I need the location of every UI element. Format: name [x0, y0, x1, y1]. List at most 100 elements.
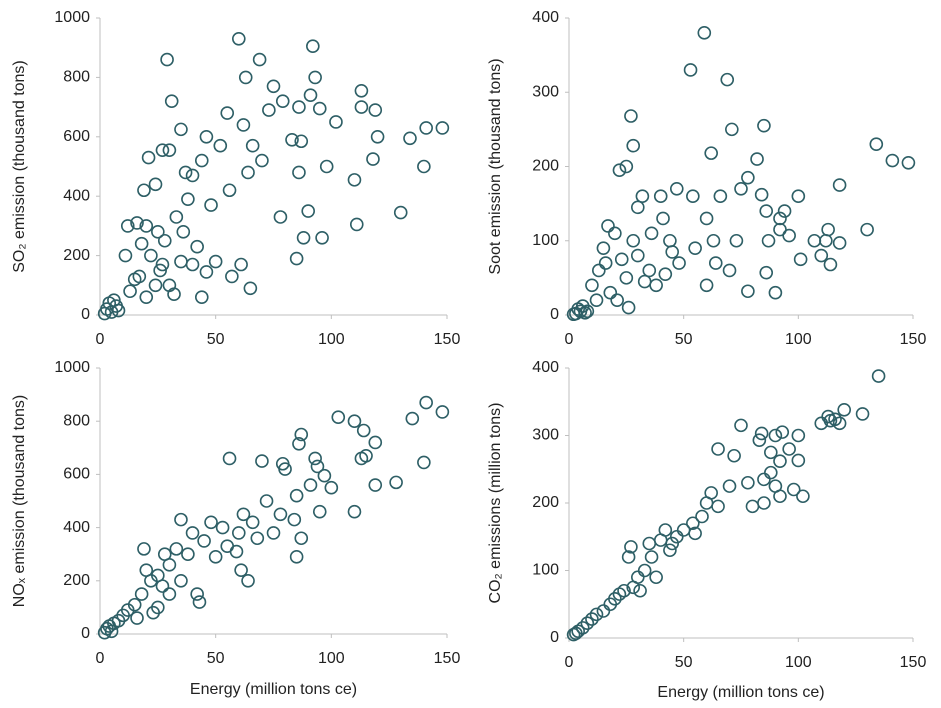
- scatter-point: [97, 625, 112, 640]
- scatter-point: [656, 211, 670, 226]
- scatter-point: [120, 219, 135, 233]
- scatter-point: [665, 536, 680, 551]
- scatter-point: [699, 496, 714, 510]
- scatter-point: [315, 230, 329, 245]
- scatter-point: [208, 550, 223, 564]
- scatter-point: [220, 106, 235, 120]
- scatter-point: [669, 529, 684, 544]
- scatter-point: [699, 211, 714, 226]
- scatter-point: [823, 257, 838, 272]
- y-axis-label: CO₂ emissions (million tons): [487, 403, 504, 604]
- scatter-point: [791, 428, 806, 443]
- scatter-point: [213, 138, 228, 153]
- scatter-point: [241, 573, 255, 588]
- scatter-point: [194, 290, 209, 304]
- scatter-point: [215, 520, 230, 535]
- scatter-point: [610, 293, 624, 307]
- scatter-point: [245, 138, 260, 153]
- scatter-point: [250, 531, 265, 546]
- scatter-point: [199, 265, 214, 279]
- y-tick-label: 200: [63, 572, 90, 589]
- scatter-point: [649, 278, 663, 293]
- y-tick-label: 800: [63, 412, 90, 429]
- scatter-point: [294, 427, 309, 442]
- scatter-point: [722, 263, 737, 278]
- scatter-point: [294, 134, 309, 149]
- scatter-point: [603, 285, 618, 300]
- scatter-point: [141, 150, 156, 165]
- scatter-point: [621, 300, 636, 315]
- scatter-point: [366, 152, 380, 166]
- scatter-point: [592, 263, 606, 278]
- scatter-point: [347, 504, 362, 519]
- scatter-point: [653, 533, 668, 547]
- scatter-point: [768, 285, 783, 300]
- scatter-point: [688, 241, 702, 255]
- scatter-point: [104, 624, 119, 639]
- scatter-point: [278, 462, 292, 476]
- scatter-point: [814, 248, 829, 263]
- scatter-point: [832, 236, 847, 250]
- scatter-point: [580, 616, 595, 630]
- y-tick-label: 600: [63, 466, 90, 483]
- scatter-point: [585, 612, 599, 626]
- scatter-point: [720, 72, 735, 87]
- scatter-point: [832, 178, 847, 192]
- scatter-point: [139, 219, 154, 233]
- scatter-point: [626, 138, 641, 153]
- scatter-point: [741, 170, 755, 185]
- x-tick-label: 100: [785, 331, 812, 348]
- scatter-point: [637, 274, 652, 289]
- scatter-point: [637, 563, 652, 578]
- scatter-point: [598, 256, 613, 270]
- scatter-point: [683, 63, 698, 77]
- scatter-point: [569, 626, 583, 641]
- scatter-point: [644, 226, 659, 241]
- scatter-point: [194, 153, 209, 168]
- scatter-point: [354, 83, 369, 98]
- scatter-point: [626, 233, 641, 248]
- scatter-point: [791, 453, 806, 468]
- scatter-point: [294, 531, 309, 546]
- scatter-point: [225, 269, 239, 284]
- x-tick-label: 50: [675, 331, 693, 348]
- scatter-point: [773, 222, 787, 237]
- scatter-point: [97, 306, 112, 321]
- scatter-point: [204, 515, 218, 530]
- scatter-point: [190, 239, 204, 254]
- scatter-point: [612, 587, 627, 601]
- scatter-point: [331, 410, 346, 425]
- scatter-point: [245, 515, 260, 530]
- scatter-point: [589, 607, 604, 622]
- x-tick-label: 100: [785, 654, 812, 671]
- scatter-point: [312, 504, 327, 519]
- scatter-point: [614, 252, 629, 267]
- scatter-point: [745, 499, 760, 514]
- y-axis-label: Soot emission (thousand tons): [487, 58, 504, 274]
- scatter-point: [725, 122, 739, 137]
- scatter-point: [642, 263, 657, 278]
- scatter-point: [697, 26, 712, 40]
- scatter-point: [197, 534, 211, 548]
- scatter-point: [775, 425, 790, 439]
- scatter-point: [144, 248, 158, 263]
- scatter-point: [686, 516, 700, 531]
- scatter-point: [292, 165, 306, 180]
- scatter-point: [393, 205, 408, 220]
- scatter-point: [419, 395, 433, 410]
- scatter-point: [312, 101, 327, 116]
- scatter-point: [229, 544, 244, 559]
- scatter-point: [901, 155, 916, 170]
- scatter-point: [729, 233, 744, 248]
- scatter-point: [642, 536, 657, 551]
- scatter-point: [275, 94, 290, 108]
- scatter-point: [347, 173, 362, 187]
- scatter-point: [174, 254, 188, 269]
- scatter-point: [663, 543, 677, 558]
- scatter-point: [885, 153, 900, 168]
- y-tick-label: 200: [532, 494, 559, 511]
- subplot: 0 100 200 300 400 0 50 100 150 Soot emission (tho…: [487, 9, 926, 348]
- scatter-point: [819, 233, 833, 248]
- scatter-point: [828, 412, 842, 427]
